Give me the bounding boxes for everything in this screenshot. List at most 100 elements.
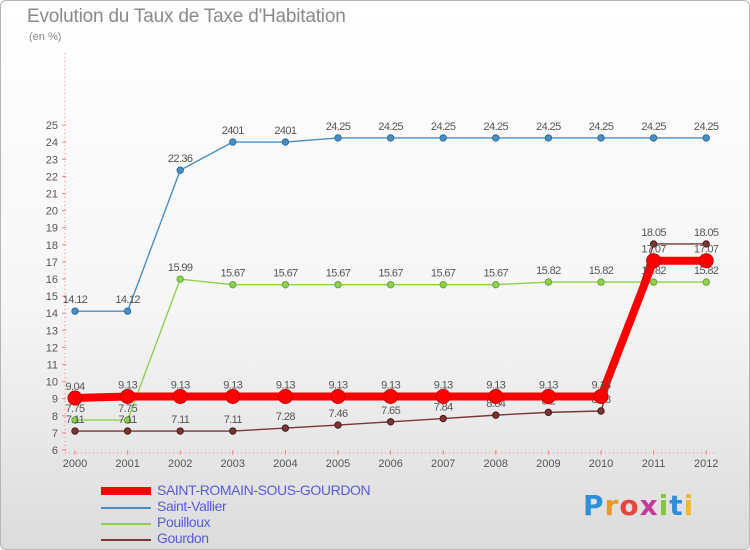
data-point-pouilloux <box>492 280 500 289</box>
data-point-saint-vallier <box>492 134 500 142</box>
data-point-gourdon <box>71 427 79 435</box>
data-point-saint-vallier <box>229 138 237 146</box>
y-tick-label: 23 <box>46 154 58 166</box>
data-label-saint-romain-sous-gourdon: 9.13 <box>539 379 558 391</box>
data-label-saint-vallier: 2401 <box>222 125 245 137</box>
data-label-gourdon: 7.46 <box>328 408 347 420</box>
data-label-saint-vallier: 24.25 <box>589 121 614 133</box>
data-point-saint-romain-sous-gourdon <box>540 388 556 404</box>
legend-label-gourdon: Gourdon <box>157 530 209 546</box>
data-point-gourdon <box>281 424 290 432</box>
x-tick-label: 2001 <box>115 458 139 470</box>
data-label-gourdon: 7.65 <box>381 405 400 417</box>
data-point-pouilloux <box>544 278 553 286</box>
data-label-saint-romain-sous-gourdon: 9.13 <box>591 379 610 391</box>
data-point-saint-romain-sous-gourdon <box>383 388 399 404</box>
data-point-saint-romain-sous-gourdon <box>488 388 504 404</box>
y-tick-label: 10 <box>46 377 58 389</box>
data-point-gourdon <box>492 411 500 419</box>
data-label-pouilloux: 15.82 <box>589 265 614 277</box>
x-tick-label: 2008 <box>484 458 508 470</box>
data-label-gourdon: 7.11 <box>224 414 243 426</box>
data-label-gourdon: 7.11 <box>118 414 137 426</box>
data-label-saint-romain-sous-gourdon: 9.13 <box>223 379 242 391</box>
data-point-gourdon <box>649 240 658 248</box>
y-tick-label: 14 <box>46 308 58 320</box>
data-point-saint-romain-sous-gourdon <box>172 388 188 404</box>
data-point-pouilloux <box>439 280 447 289</box>
data-point-gourdon <box>334 421 342 429</box>
data-label-saint-romain-sous-gourdon: 9.13 <box>118 379 137 391</box>
data-point-saint-romain-sous-gourdon <box>277 388 293 404</box>
data-label-saint-romain-sous-gourdon: 9.13 <box>434 379 453 391</box>
data-point-saint-romain-sous-gourdon <box>698 253 714 269</box>
data-point-gourdon <box>702 240 710 248</box>
data-point-saint-vallier <box>386 134 395 142</box>
y-tick-label: 13 <box>46 325 58 337</box>
data-label-pouilloux: 15.67 <box>221 268 246 280</box>
data-point-pouilloux <box>176 275 184 283</box>
y-tick-label: 20 <box>46 206 58 218</box>
data-label-gourdon: 18.05 <box>694 227 719 239</box>
x-tick-label: 2000 <box>63 458 87 470</box>
data-point-saint-romain-sous-gourdon <box>225 388 241 404</box>
data-label-pouilloux: 15.67 <box>378 268 403 280</box>
legend-label-pouilloux: Pouilloux <box>157 514 211 530</box>
data-label-saint-romain-sous-gourdon: 9.13 <box>486 379 505 391</box>
data-label-saint-romain-sous-gourdon: 9.13 <box>276 379 295 391</box>
data-point-pouilloux <box>386 280 395 289</box>
y-tick-label: 18 <box>46 240 58 252</box>
legend-swatch-gourdon <box>101 539 151 541</box>
data-label-saint-romain-sous-gourdon: 17.07 <box>694 244 719 256</box>
data-label-saint-romain-sous-gourdon: 9.13 <box>171 379 190 391</box>
data-point-saint-vallier <box>123 307 132 315</box>
data-label-pouilloux: 15.67 <box>484 268 509 280</box>
data-point-saint-romain-sous-gourdon <box>330 388 346 404</box>
y-tick-label: 22 <box>46 171 58 183</box>
data-point-saint-romain-sous-gourdon <box>593 388 609 404</box>
data-label-gourdon: 7.28 <box>276 411 295 423</box>
x-tick-label: 2010 <box>589 458 613 470</box>
data-point-pouilloux <box>702 278 710 286</box>
y-tick-label: 19 <box>46 223 58 235</box>
data-label-saint-vallier: 24.25 <box>326 121 351 133</box>
data-label-gourdon: 18.05 <box>641 227 666 239</box>
legend-label-saint-vallier: Saint-Vallier <box>157 498 227 514</box>
data-label-saint-vallier: 22.36 <box>168 153 193 165</box>
data-label-gourdon: 7.11 <box>66 414 85 426</box>
data-point-saint-romain-sous-gourdon <box>120 388 136 404</box>
x-tick-label: 2005 <box>326 458 350 470</box>
proxiti-logo: Proxiti <box>583 489 695 522</box>
data-label-pouilloux: 7.75 <box>118 403 137 415</box>
data-label-saint-vallier: 24.25 <box>536 121 561 133</box>
data-label-saint-romain-sous-gourdon: 9.04 <box>65 381 84 393</box>
y-tick-label: 21 <box>46 189 58 201</box>
data-point-gourdon <box>544 408 553 417</box>
x-tick-label: 2009 <box>536 458 560 470</box>
data-point-saint-vallier <box>71 307 79 315</box>
y-tick-label: 6 <box>52 445 58 457</box>
data-label-pouilloux: 15.67 <box>431 268 456 280</box>
x-tick-label: 2006 <box>378 458 402 470</box>
data-point-pouilloux <box>123 416 132 424</box>
data-label-saint-vallier: 14.12 <box>63 294 88 306</box>
data-point-saint-romain-sous-gourdon <box>67 390 83 406</box>
data-label-pouilloux: 15.99 <box>168 262 193 274</box>
data-label-pouilloux: 7.75 <box>65 403 84 415</box>
data-point-pouilloux <box>281 280 290 289</box>
data-label-saint-vallier: 24.25 <box>641 121 666 133</box>
data-label-gourdon: 7.84 <box>434 402 453 414</box>
data-label-pouilloux: 15.82 <box>694 265 719 277</box>
y-tick-label: 7 <box>52 428 58 440</box>
data-point-gourdon <box>176 427 184 435</box>
x-tick-label: 2007 <box>431 458 455 470</box>
data-label-gourdon: 7.11 <box>171 414 190 426</box>
data-point-saint-romain-sous-gourdon <box>435 388 451 404</box>
y-tick-label: 8 <box>52 411 58 423</box>
data-label-pouilloux: 15.67 <box>273 268 298 280</box>
legend-label-saint-romain: SAINT-ROMAIN-SOUS-GOURDON <box>157 482 371 498</box>
data-label-pouilloux: 15.67 <box>326 268 351 280</box>
data-label-saint-vallier: 2401 <box>274 125 297 137</box>
data-point-pouilloux <box>334 280 342 289</box>
